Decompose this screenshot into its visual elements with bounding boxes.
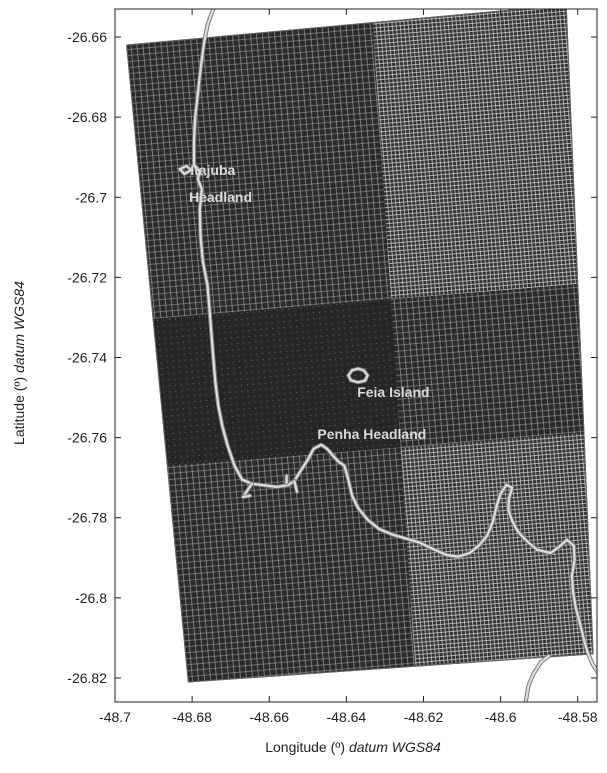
- x-tick-label-0: -48.7: [99, 709, 131, 725]
- y-axis-label: Latitude (º) datum WGS84: [11, 281, 27, 445]
- y-tick-label-5: -26.76: [67, 430, 107, 446]
- breakwater-3: [241, 494, 252, 498]
- y-tick-label-2: -26.7: [75, 189, 107, 205]
- x-tick-label-2: -48.66: [249, 709, 289, 725]
- x-tick-label-4: -48.62: [404, 709, 444, 725]
- y-tick-label-1: -26.68: [67, 109, 107, 125]
- map-label-2: Feia Island: [357, 384, 429, 400]
- map-content: Itajuba Headland Feia Island Penha Headland: [126, 9, 597, 702]
- plot-area: Itajuba Headland Feia Island Penha Headland…: [67, 8, 598, 725]
- x-axis-label: Longitude (º) datum WGS84: [265, 739, 441, 755]
- x-tick-label-1: -48.68: [172, 709, 212, 725]
- x-tick-label-5: -48.6: [485, 709, 517, 725]
- x-tick-label-3: -48.64: [327, 709, 367, 725]
- y-tick-label-6: -26.78: [67, 510, 107, 526]
- plot-frame: [114, 8, 598, 703]
- coastline-south: [524, 654, 550, 702]
- map-label-1: Headland: [189, 189, 252, 205]
- island-1: [178, 164, 194, 176]
- y-tick-label-8: -26.82: [67, 670, 107, 686]
- y-tick-label-4: -26.74: [67, 350, 107, 366]
- grid-domain-outline: [126, 9, 594, 683]
- y-tick-label-0: -26.66: [67, 29, 107, 45]
- x-tick-label-6: -48.58: [558, 709, 598, 725]
- grid-refined-core: [153, 299, 401, 466]
- breakwater-0: [293, 479, 299, 493]
- island-0: [347, 367, 369, 384]
- y-tick-label-3: -26.72: [67, 269, 107, 285]
- coastline: [192, 9, 597, 674]
- map-label-3: Penha Headland: [317, 426, 426, 442]
- map-label-0: Itajuba: [190, 162, 235, 178]
- y-tick-label-7: -26.8: [75, 590, 107, 606]
